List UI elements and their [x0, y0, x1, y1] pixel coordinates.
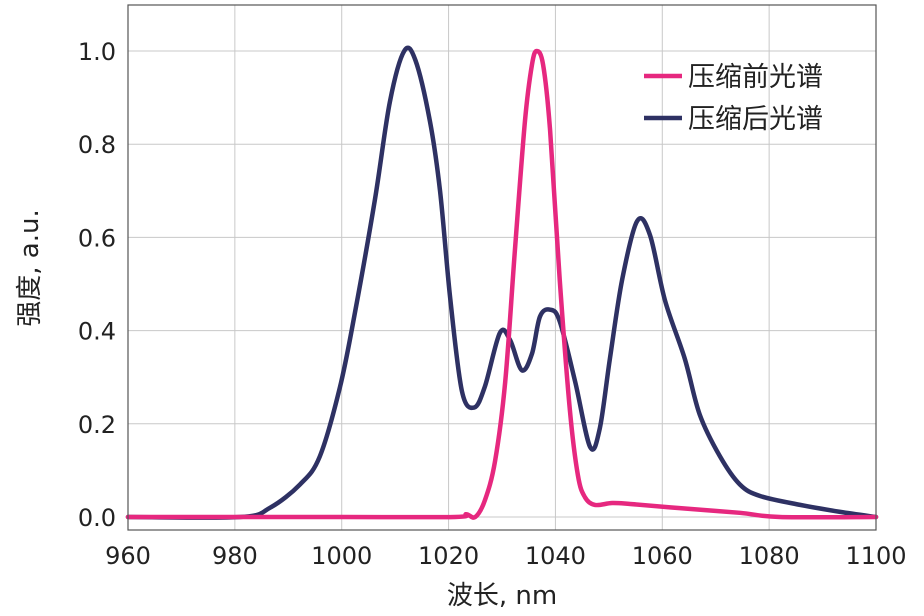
legend-label-0: 压缩前光谱: [688, 62, 823, 93]
x-tick-label: 1020: [418, 542, 479, 570]
y-tick-labels: 0.0 0.2 0.4 0.6 0.8 1.0: [78, 38, 116, 532]
y-tick-label: 1.0: [78, 38, 116, 66]
series-line-0: [125, 48, 879, 520]
y-tick-label: 0.2: [78, 411, 116, 439]
y-tick-label: 0.6: [78, 224, 116, 252]
y-tick-label: 0.8: [78, 131, 116, 159]
plot-frame: [127, 4, 877, 531]
x-tick-label: 960: [105, 542, 151, 570]
x-tick-label: 1080: [739, 542, 800, 570]
legend-label-1: 压缩后光谱: [688, 104, 823, 135]
x-tick-labels: 960 980 1000 1020 1040 1060 1080 1100: [105, 542, 906, 570]
y-tick-label: 0.4: [78, 318, 116, 346]
x-tick-label: 1000: [311, 542, 372, 570]
grid: [127, 5, 877, 530]
x-axis-label: 波长, nm: [447, 581, 557, 611]
series-lines: [125, 45, 879, 520]
series-line-1: [125, 45, 879, 520]
y-tick-label: 0.0: [78, 504, 116, 532]
x-tick-label: 1040: [525, 542, 586, 570]
y-axis-label: 强度, a.u.: [15, 209, 45, 326]
x-tick-label: 1060: [632, 542, 693, 570]
x-tick-label: 1100: [845, 542, 906, 570]
x-tick-label: 980: [212, 542, 258, 570]
